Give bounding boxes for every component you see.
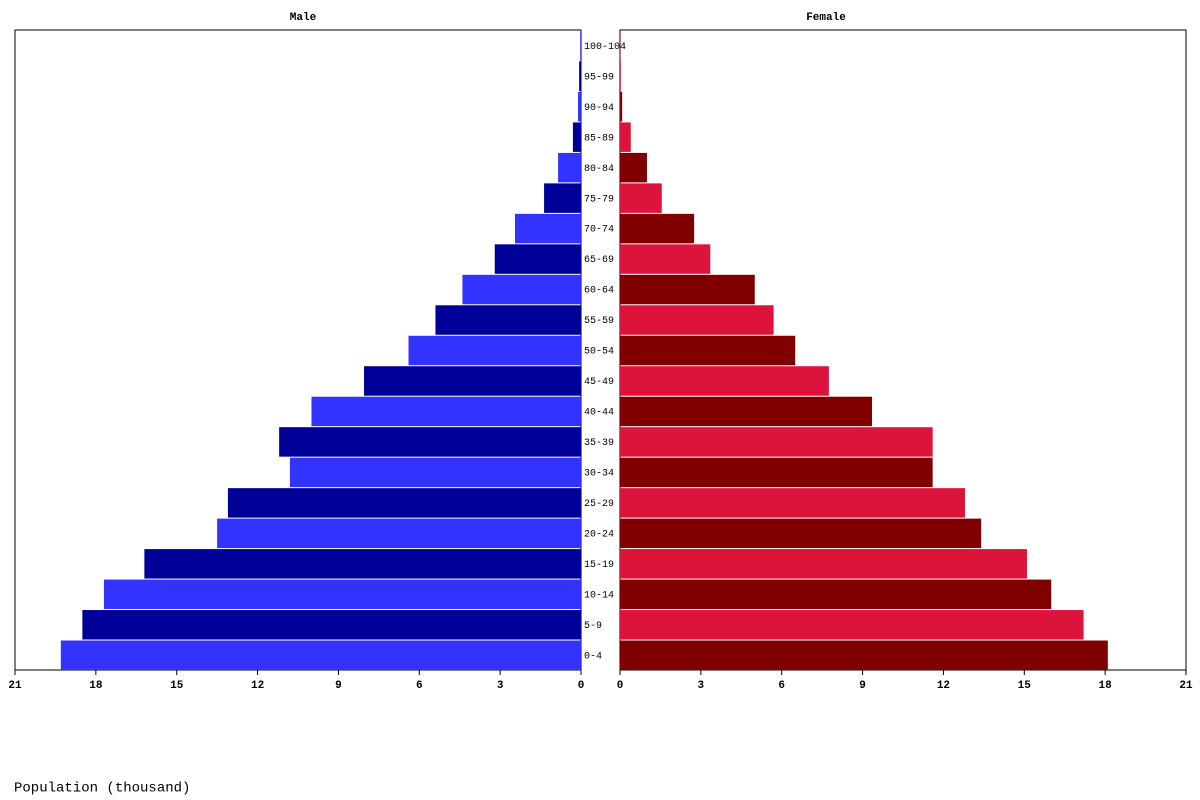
bar [620,183,662,213]
category-label: 80-84 [584,164,614,175]
category-label: 20-24 [584,529,614,540]
category-label: 55-59 [584,316,614,327]
category-label: 70-74 [584,225,614,236]
bar [544,183,581,213]
bar [620,305,774,335]
bar [217,518,581,549]
x-tick-label: 9 [335,680,342,692]
bar [620,31,621,61]
bar [620,518,982,549]
bar [227,488,581,518]
bar [620,122,631,152]
x-tick-label: 15 [170,680,184,692]
bar [620,457,933,488]
x-tick-label: 9 [859,680,866,692]
bar [144,549,581,579]
bar [579,61,581,91]
x-tick-label: 3 [698,680,705,692]
bar [289,457,581,488]
bar [620,61,621,91]
category-label: 45-49 [584,377,614,388]
bar [578,91,581,122]
bar [620,366,829,396]
x-tick-label: 3 [497,680,504,692]
category-label: 10-14 [584,590,614,601]
bar [620,396,873,427]
category-label: 0-4 [584,651,602,662]
panel-title: Male [290,12,317,24]
x-tick-label: 21 [1179,680,1193,692]
bar [620,610,1084,640]
bar [82,610,581,640]
category-label: 75-79 [584,194,614,205]
category-label: 100-104 [584,42,626,53]
bar [279,427,581,457]
x-tick-label: 12 [937,680,950,692]
bar [435,305,581,335]
category-label: 85-89 [584,133,614,144]
category-label: 60-64 [584,286,614,297]
bar [620,91,623,122]
bar [620,335,796,366]
bar [311,396,581,427]
category-label: 65-69 [584,255,614,266]
x-tick-label: 18 [89,680,103,692]
category-label: 5-9 [584,621,602,632]
x-tick-label: 21 [8,680,22,692]
bar [572,122,581,152]
category-label: 30-34 [584,469,614,480]
x-tick-label: 15 [1018,680,1032,692]
bar [364,366,581,396]
category-label: 25-29 [584,499,614,510]
bar [620,640,1108,670]
bar [494,244,581,274]
bar [103,579,581,610]
bar [620,274,755,305]
category-label: 90-94 [584,103,614,114]
bar [620,152,647,183]
bar [620,427,933,457]
bar [620,213,695,244]
category-label: 35-39 [584,438,614,449]
bar [462,274,581,305]
bar [580,31,581,61]
panel-title: Female [806,12,846,24]
bar [408,335,581,366]
category-label: 50-54 [584,347,614,358]
category-label: 95-99 [584,72,614,83]
x-tick-label: 6 [416,680,423,692]
x-tick-label: 0 [578,680,585,692]
bar [620,549,1027,579]
category-label: 40-44 [584,408,614,419]
bar [620,488,965,518]
x-tick-label: 0 [617,680,624,692]
x-axis-label: Population (thousand) [14,781,190,797]
bar [558,152,581,183]
x-tick-label: 18 [1099,680,1113,692]
x-tick-label: 6 [778,680,785,692]
category-label: 15-19 [584,560,614,571]
bar [514,213,581,244]
bar [620,244,711,274]
bar [620,579,1052,610]
bar [60,640,582,670]
x-tick-label: 12 [251,680,264,692]
